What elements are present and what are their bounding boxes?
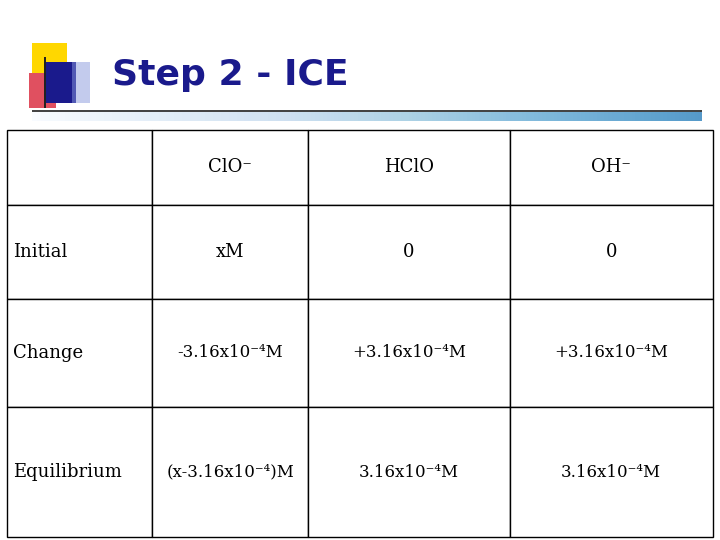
Text: +3.16x10⁻⁴M: +3.16x10⁻⁴M	[554, 345, 668, 361]
Text: (x-3.16x10⁻⁴)M: (x-3.16x10⁻⁴)M	[166, 463, 294, 481]
Text: 0: 0	[606, 243, 617, 261]
Text: +3.16x10⁻⁴M: +3.16x10⁻⁴M	[352, 345, 466, 361]
Text: 3.16x10⁻⁴M: 3.16x10⁻⁴M	[359, 463, 459, 481]
Text: OH⁻: OH⁻	[591, 158, 631, 177]
Text: -3.16x10⁻⁴M: -3.16x10⁻⁴M	[177, 345, 283, 361]
Text: xM: xM	[216, 243, 244, 261]
Text: Equilibrium: Equilibrium	[13, 463, 122, 481]
Text: Initial: Initial	[13, 243, 68, 261]
Text: Change: Change	[13, 344, 83, 362]
Text: ClO⁻: ClO⁻	[208, 158, 252, 177]
Text: 3.16x10⁻⁴M: 3.16x10⁻⁴M	[561, 463, 661, 481]
Text: 0: 0	[403, 243, 415, 261]
Text: HClO: HClO	[384, 158, 434, 177]
Text: Step 2 - ICE: Step 2 - ICE	[112, 58, 348, 91]
